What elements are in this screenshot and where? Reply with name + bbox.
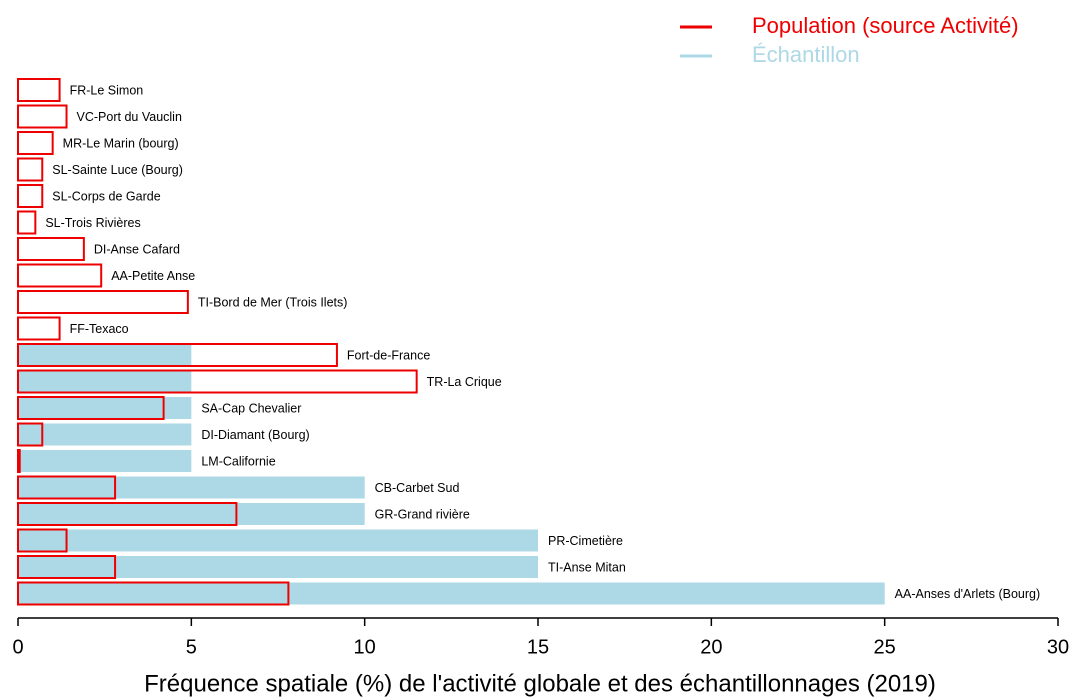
bar-population [17, 449, 21, 473]
bar-population [17, 290, 189, 314]
x-tick-label: 10 [354, 636, 376, 658]
bar-population [17, 422, 44, 447]
bar-population [17, 369, 418, 394]
x-tick-label: 30 [1047, 636, 1069, 658]
bar-sample [18, 582, 885, 605]
bar-population [17, 396, 165, 420]
x-tick-label: 15 [527, 636, 549, 658]
x-tick-label: 20 [700, 636, 722, 658]
legend-label: Population (source Activité) [752, 13, 1019, 38]
bar-sample [18, 476, 365, 499]
bar-population [17, 78, 61, 102]
x-axis-label: Fréquence spatiale (%) de l'activité glo… [144, 670, 936, 697]
bar-population [17, 475, 117, 500]
bar-sample [18, 397, 192, 419]
bar-population [17, 528, 68, 553]
category-label: TI-Bord de Mer (Trois Ilets) [198, 295, 348, 309]
category-label: LM-Californie [201, 454, 275, 468]
category-label: DI-Anse Cafard [94, 242, 180, 256]
category-label: PR-Cimetière [548, 534, 623, 548]
bar-population [17, 184, 44, 208]
bar-sample [18, 556, 538, 578]
bar-population [17, 502, 238, 526]
bar-population [17, 555, 117, 579]
x-tick-label: 25 [874, 636, 896, 658]
bar-population [17, 157, 44, 182]
category-label: FR-Le Simon [70, 83, 144, 97]
category-label: AA-Petite Anse [111, 269, 195, 283]
category-label: AA-Anses d'Arlets (Bourg) [895, 587, 1041, 601]
bar-population [17, 263, 103, 288]
bar-population [17, 316, 61, 341]
x-tick-label: 0 [12, 636, 23, 658]
bar-sample [18, 370, 192, 393]
category-label: MR-Le Marin (bourg) [63, 136, 179, 150]
bar-population [17, 210, 37, 235]
category-label: SA-Cap Chevalier [201, 401, 301, 415]
category-label: VC-Port du Vauclin [77, 110, 182, 124]
legend-label: Échantillon [752, 42, 860, 67]
category-label: Fort-de-France [347, 348, 430, 362]
bar-population [17, 104, 68, 129]
category-label: GR-Grand rivière [375, 507, 470, 521]
bar-sample [18, 423, 192, 446]
bar-population [17, 581, 290, 606]
bar-population [17, 237, 85, 261]
category-label: SL-Corps de Garde [52, 189, 160, 203]
x-tick-label: 5 [186, 636, 197, 658]
category-label: CB-Carbet Sud [375, 481, 460, 495]
bar-population [17, 131, 54, 155]
category-label: SL-Trois Rivières [45, 216, 140, 230]
bar-population [17, 343, 338, 367]
bar-sample [18, 344, 192, 366]
category-label: TI-Anse Mitan [548, 560, 626, 574]
category-label: DI-Diamant (Bourg) [201, 428, 309, 442]
bar-sample [18, 503, 365, 525]
category-label: TR-La Crique [427, 375, 502, 389]
category-label: SL-Sainte Luce (Bourg) [52, 163, 183, 177]
bar-sample [18, 450, 192, 472]
bar-sample [18, 529, 538, 552]
category-label: FF-Texaco [70, 322, 129, 336]
